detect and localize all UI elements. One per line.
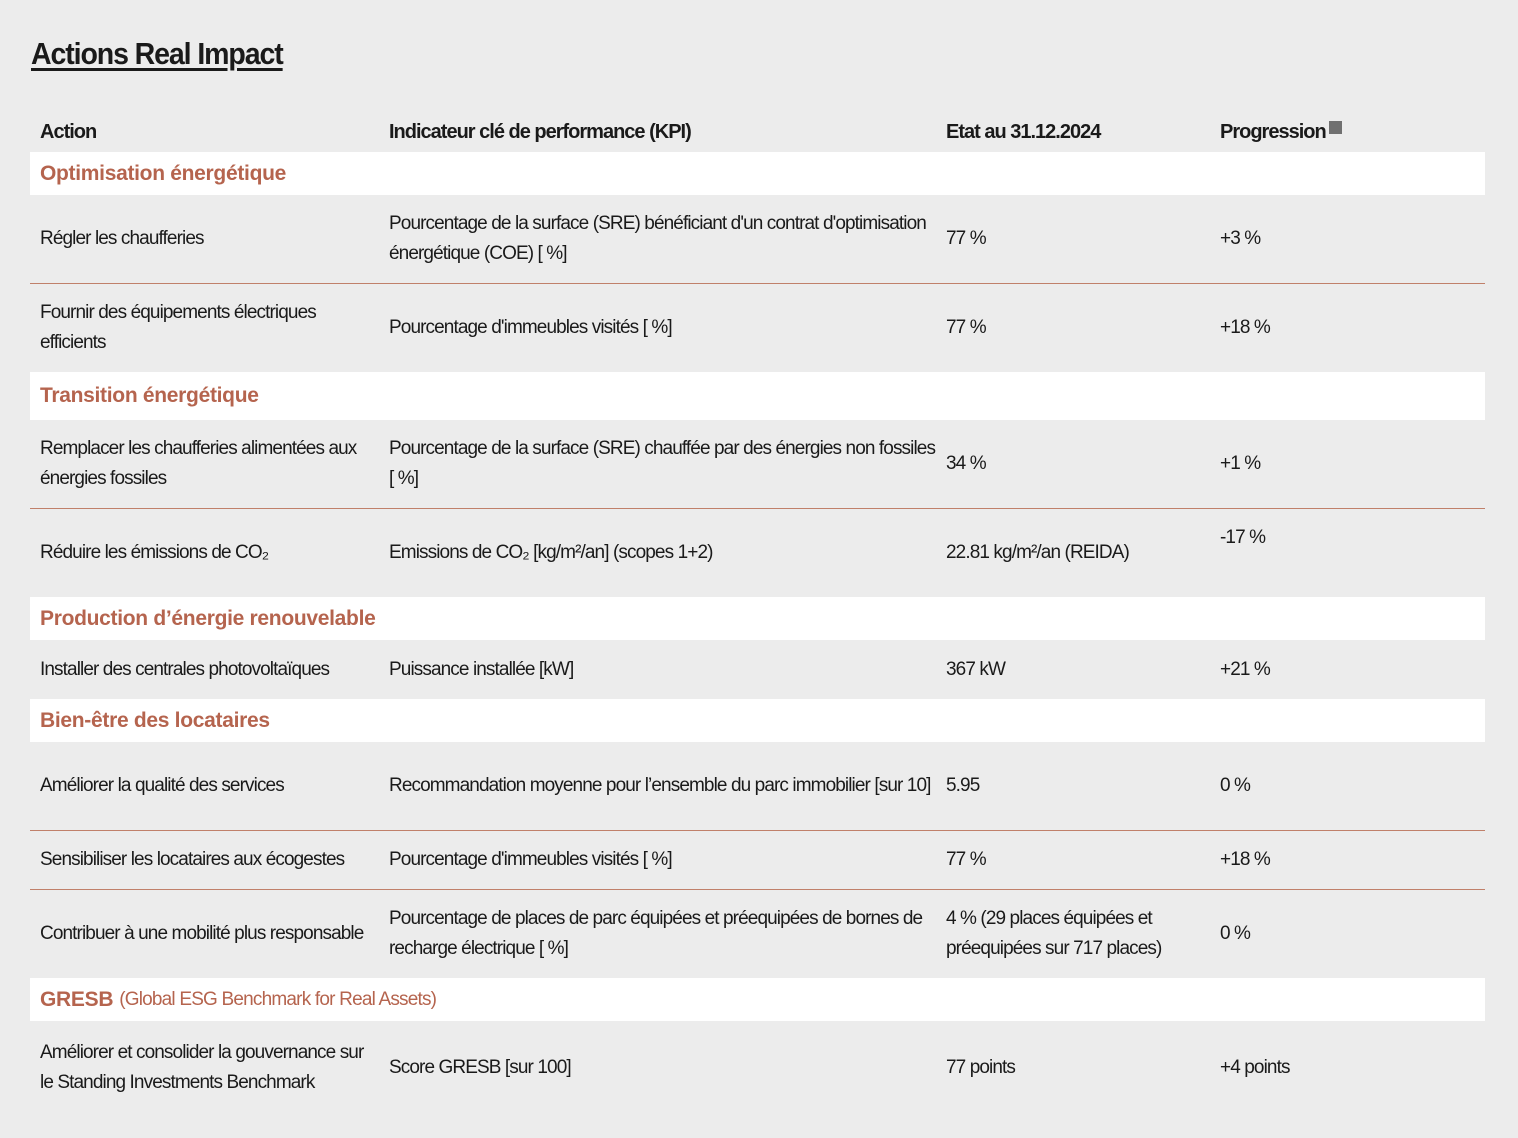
kpi-cell: Puissance installée [kW] — [389, 658, 574, 680]
progress-cell: 0 % — [1220, 775, 1251, 796]
action-cell: Remplacer les chaufferies alimentées aux… — [40, 438, 357, 489]
action-cell: Contribuer à une mobilité plus responsab… — [40, 923, 364, 944]
table-row: Remplacer les chaufferies alimentées aux… — [30, 420, 1485, 509]
section-title: GRESB — [40, 987, 114, 1011]
kpi-cell: Emissions de CO₂ [kg/m²/an] (scopes 1+2) — [389, 542, 713, 563]
kpi-cell: Pourcentage de la surface (SRE) chauffée… — [389, 438, 936, 489]
header-state: Etat au 31.12.2024 — [946, 120, 1101, 143]
state-cell: 77 points — [946, 1056, 1016, 1078]
progress-cell: +1 % — [1220, 453, 1261, 474]
state-cell: 77 % — [946, 317, 987, 338]
section-subtitle: (Global ESG Benchmark for Real Assets) — [119, 988, 437, 1010]
section-title: Production d’énergie renouvelable — [40, 606, 376, 630]
kpi-cell: Pourcentage d'immeubles visités [ %] — [389, 317, 673, 338]
table-row: Fournir des équipements électriques effi… — [30, 284, 1485, 372]
table-header: Action Indicateur clé de performance (KP… — [30, 112, 1485, 152]
state-cell: 77 % — [946, 228, 987, 249]
action-cell: Réduire les émissions de CO₂ — [40, 542, 269, 563]
section-header: Production d’énergie renouvelable — [30, 597, 1485, 640]
header-progress: Progression — [1220, 120, 1470, 144]
table-row: Sensibiliser les locataires aux écogeste… — [30, 831, 1485, 890]
action-cell: Améliorer et consolider la gouvernance s… — [40, 1041, 364, 1093]
page-title: Actions Real Impact — [31, 36, 284, 71]
state-cell: 5.95 — [946, 775, 980, 796]
header-kpi: Indicateur clé de performance (KPI) — [389, 120, 692, 143]
table-row: Améliorer et consolider la gouvernance s… — [30, 1021, 1485, 1114]
state-cell: 4 % (29 places équipées et préequipées s… — [946, 908, 1162, 959]
section-header: Transition énergétique — [30, 372, 1485, 420]
progress-cell: +18 % — [1220, 317, 1271, 338]
action-cell: Améliorer la qualité des services — [40, 775, 285, 796]
impact-table: Action Indicateur clé de performance (KP… — [30, 112, 1485, 1114]
kpi-cell: Score GRESB [sur 100] — [389, 1056, 572, 1078]
table-row: Contribuer à une mobilité plus responsab… — [30, 890, 1485, 978]
state-cell: 77 % — [946, 849, 987, 870]
action-cell: Installer des centrales photovoltaïques — [40, 658, 330, 680]
table-row: Régler les chaufferies Pourcentage de la … — [30, 195, 1485, 284]
state-cell: 34 % — [946, 453, 987, 474]
progress-cell: +18 % — [1220, 849, 1271, 870]
section-header: Bien-être des locataires — [30, 699, 1485, 742]
table-row: Améliorer la qualité des services Recomma… — [30, 742, 1485, 831]
header-action: Action — [40, 120, 97, 143]
progress-cell: 0 % — [1220, 923, 1251, 944]
kpi-cell: Recommandation moyenne pour l’ensemble d… — [389, 775, 931, 796]
progress-cell: -17 % — [1220, 527, 1266, 548]
table-row: Installer des centrales photovoltaïques P… — [30, 640, 1485, 699]
section-title: Optimisation énergétique — [40, 161, 286, 185]
state-cell: 367 kW — [946, 658, 1006, 680]
action-cell: Régler les chaufferies — [40, 228, 205, 249]
kpi-cell: Pourcentage de la surface (SRE) bénéfici… — [389, 213, 927, 264]
state-cell: 22.81 kg/m²/an (REIDA) — [946, 542, 1130, 563]
progress-cell: +4 points — [1220, 1056, 1290, 1078]
progress-cell: +21 % — [1220, 658, 1271, 680]
action-cell: Sensibiliser les locataires aux écogeste… — [40, 849, 345, 870]
legend-square-icon — [1328, 120, 1342, 134]
section-title: Bien-être des locataires — [40, 708, 270, 732]
progress-cell: +3 % — [1220, 228, 1261, 249]
section-header: Optimisation énergétique — [30, 152, 1485, 195]
kpi-cell: Pourcentage d'immeubles visités [ %] — [389, 849, 673, 870]
table-row: Réduire les émissions de CO₂ Emissions de… — [30, 509, 1485, 597]
section-header: GRESB (Global ESG Benchmark for Real Asse… — [30, 978, 1485, 1021]
header-progress-label: Progression — [1220, 120, 1327, 143]
kpi-cell: Pourcentage de places de parc équipées e… — [389, 908, 923, 959]
section-title: Transition énergétique — [40, 384, 259, 407]
action-cell: Fournir des équipements électriques effi… — [40, 302, 317, 353]
